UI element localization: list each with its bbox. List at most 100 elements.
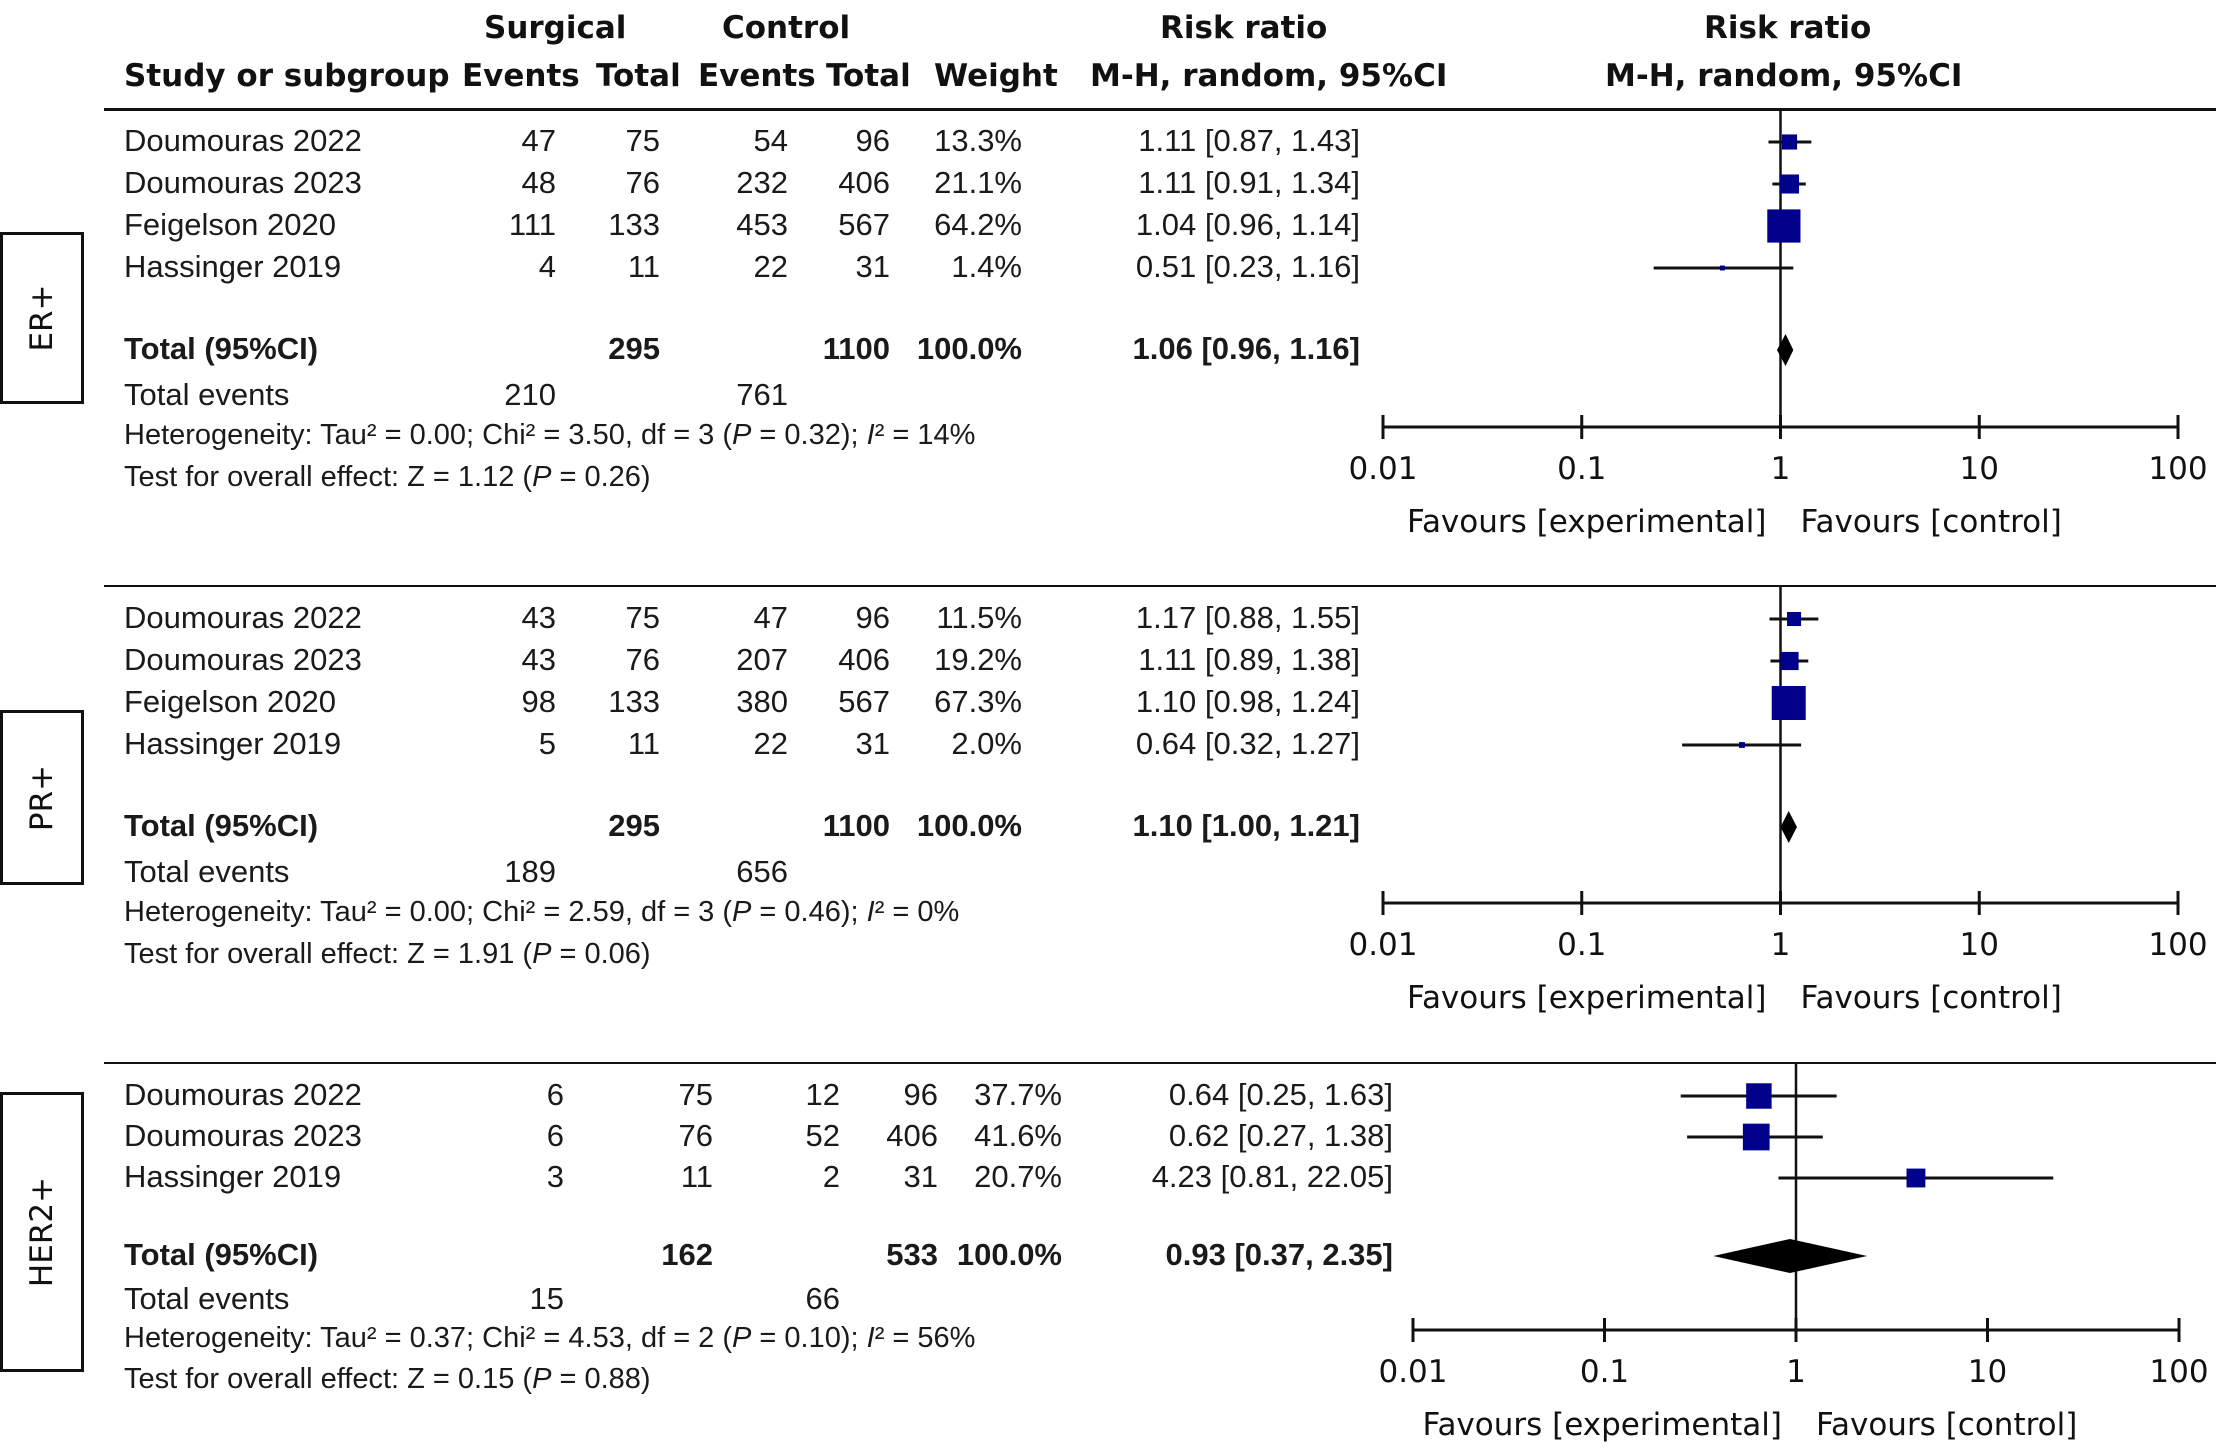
study-marker xyxy=(1781,134,1798,150)
favours-control-label: Favours [control] xyxy=(1816,1407,2077,1443)
overall-effect-test: Test for overall effect: Z = 1.91 (P = 0… xyxy=(124,940,651,969)
events-surgical: 6 xyxy=(546,1118,564,1153)
heterogeneity-stats: Heterogeneity: Tau² = 0.00; Chi² = 2.59,… xyxy=(124,898,959,927)
header-total-control: Total xyxy=(826,58,911,94)
total-surgical-sum: 295 xyxy=(608,808,660,843)
favours-experimental-label: Favours [experimental] xyxy=(1422,1407,1782,1443)
study-marker xyxy=(1746,1083,1772,1109)
x-tick-label: 10 xyxy=(1968,1354,2007,1390)
heterogeneity-stats: Heterogeneity: Tau² = 0.37; Chi² = 4.53,… xyxy=(124,1324,975,1353)
events-surgical: 4 xyxy=(538,249,556,284)
study-name: Doumouras 2023 xyxy=(124,1118,362,1153)
overall-effect-test-p-value: = 0.06) xyxy=(551,938,651,970)
weight: 19.2% xyxy=(934,642,1022,677)
total-events-control: 656 xyxy=(736,854,788,889)
total-events-control: 761 xyxy=(736,377,788,412)
favours-control-label: Favours [control] xyxy=(1801,504,2062,540)
events-surgical: 43 xyxy=(521,600,556,635)
total-surgical: 133 xyxy=(608,207,660,242)
heterogeneity-stats-p-value: = 0.10); xyxy=(751,1322,867,1354)
total-control-sum: 533 xyxy=(886,1237,938,1272)
subgroup-label-er: ER+ xyxy=(0,232,84,404)
risk-ratio-ci: 0.62 [0.27, 1.38] xyxy=(1168,1118,1393,1153)
overall-effect-test-prefix: Test for overall effect: Z = 1.91 ( xyxy=(124,938,533,970)
risk-ratio-ci: 0.51 [0.23, 1.16] xyxy=(1135,249,1360,284)
x-tick-label: 10 xyxy=(1960,927,1999,963)
header-events-control: Events xyxy=(698,58,816,94)
overall-effect-test-prefix: Test for overall effect: Z = 0.15 ( xyxy=(124,1363,533,1395)
total-risk-ratio-ci: 1.10 [1.00, 1.21] xyxy=(1132,808,1361,843)
heterogeneity-stats: Heterogeneity: Tau² = 0.00; Chi² = 3.50,… xyxy=(124,421,975,450)
events-surgical: 48 xyxy=(521,165,556,200)
heterogeneity-stats-i-label: I xyxy=(866,896,875,928)
plot-header-rr-title: Risk ratio xyxy=(1704,10,1872,46)
events-control: 207 xyxy=(736,642,788,677)
favours-experimental-label: Favours [experimental] xyxy=(1407,980,1767,1016)
weight: 21.1% xyxy=(934,165,1022,200)
total-control: 96 xyxy=(855,123,890,158)
events-control: 52 xyxy=(805,1118,840,1153)
study-marker xyxy=(1780,651,1799,671)
heterogeneity-stats-prefix: Heterogeneity: Tau² = 0.37; Chi² = 4.53,… xyxy=(124,1322,733,1354)
events-control: 380 xyxy=(736,684,788,719)
study-name: Doumouras 2023 xyxy=(124,165,362,200)
total-control: 31 xyxy=(855,726,890,761)
header-group-control: Control xyxy=(722,10,851,46)
total-control: 31 xyxy=(903,1159,938,1194)
x-tick-label: 0.1 xyxy=(1557,927,1606,963)
heterogeneity-stats-i-value: ² = 0% xyxy=(874,896,960,928)
total-control-sum: 1100 xyxy=(822,808,890,843)
total-control: 96 xyxy=(855,600,890,635)
pooled-diamond xyxy=(1713,1239,1868,1273)
risk-ratio-ci: 4.23 [0.81, 22.05] xyxy=(1151,1159,1393,1194)
study-marker xyxy=(1771,686,1806,720)
events-surgical: 5 xyxy=(538,726,556,761)
forest-panel-pr-pos: 0.01 0.1 1 10 100 Favours [experimental] Favou… xyxy=(1348,587,2208,1016)
x-tick-label: 0.1 xyxy=(1580,1354,1629,1390)
header-weight: Weight xyxy=(934,58,1058,94)
total-risk-ratio-ci: 0.93 [0.37, 2.35] xyxy=(1165,1237,1394,1272)
study-marker xyxy=(1779,174,1800,194)
total-weight: 100.0% xyxy=(916,331,1022,366)
total-events-surgical: 15 xyxy=(529,1281,564,1316)
events-control: 22 xyxy=(753,249,788,284)
x-tick-label: 0.01 xyxy=(1378,1354,1447,1390)
overall-effect-test-p-label: P xyxy=(532,938,552,970)
pooled-diamond xyxy=(1776,334,1794,366)
total-control: 31 xyxy=(855,249,890,284)
events-surgical: 98 xyxy=(521,684,556,719)
overall-effect-test-prefix: Test for overall effect: Z = 1.12 ( xyxy=(124,461,533,493)
plot-header-rr-method: M-H, random, 95%CI xyxy=(1605,58,1963,94)
total-events-label: Total events xyxy=(124,1281,290,1316)
total-control: 567 xyxy=(838,684,890,719)
subgroup-label-pr: PR+ xyxy=(0,710,84,885)
header-study: Study or subgroup xyxy=(124,58,450,94)
header-rr-title: Risk ratio xyxy=(1160,10,1328,46)
total-events-label: Total events xyxy=(124,377,290,412)
header-rr-method: M-H, random, 95%CI xyxy=(1090,58,1448,94)
events-control: 453 xyxy=(736,207,788,242)
study-name: Doumouras 2023 xyxy=(124,642,362,677)
heterogeneity-stats-i-value: ² = 14% xyxy=(874,419,976,451)
events-surgical: 6 xyxy=(546,1077,564,1112)
total-control: 96 xyxy=(903,1077,938,1112)
heterogeneity-stats-prefix: Heterogeneity: Tau² = 0.00; Chi² = 2.59,… xyxy=(124,896,733,928)
total-events-label: Total events xyxy=(124,854,290,889)
total-control: 406 xyxy=(838,642,890,677)
subgroup-label-her2: HER2+ xyxy=(0,1092,84,1372)
x-tick-label: 100 xyxy=(2149,1354,2208,1390)
favours-control-label: Favours [control] xyxy=(1801,980,2062,1016)
events-control: 54 xyxy=(753,123,788,158)
events-control: 22 xyxy=(753,726,788,761)
favours-experimental-label: Favours [experimental] xyxy=(1407,504,1767,540)
total-surgical: 76 xyxy=(625,642,660,677)
total-surgical: 133 xyxy=(608,684,660,719)
total-surgical: 11 xyxy=(680,1159,713,1194)
header-group-surgical: Surgical xyxy=(484,10,627,46)
overall-effect-test-p-value: = 0.26) xyxy=(551,461,651,493)
events-control: 47 xyxy=(753,600,788,635)
weight: 37.7% xyxy=(974,1077,1062,1112)
x-tick-label: 0.1 xyxy=(1557,451,1606,487)
study-name: Feigelson 2020 xyxy=(124,207,336,242)
x-tick-label: 1 xyxy=(1771,927,1791,963)
